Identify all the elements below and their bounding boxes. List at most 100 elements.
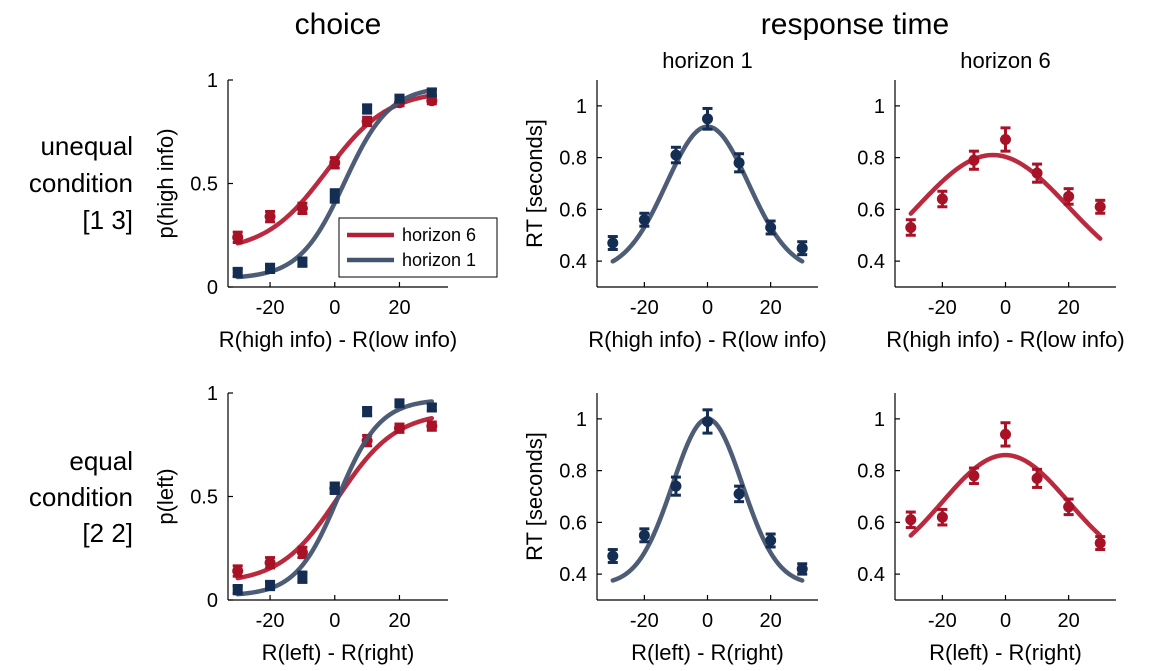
data-point <box>968 154 980 166</box>
data-point <box>265 263 276 274</box>
x-axis-label: R(high info) - R(low info) <box>219 327 457 352</box>
data-point <box>1031 167 1043 179</box>
row-label-line: equal <box>69 446 133 476</box>
data-point <box>936 193 948 205</box>
data-point <box>329 157 341 169</box>
x-tick-label: 0 <box>702 610 713 632</box>
data-point <box>265 580 276 591</box>
x-tick-label: 0 <box>329 297 340 319</box>
x-tick-label: -20 <box>928 297 957 319</box>
chart-panel-rt-equal-h1: 0.4 0.6 0.8 1 -20 0 20 R(left) - R(right) RT [se… <box>522 393 818 665</box>
row-label-line: [1 3] <box>82 205 133 235</box>
data-point <box>638 529 650 541</box>
x-tick-label: 20 <box>760 297 782 319</box>
x-tick-label: 0 <box>702 297 713 319</box>
y-tick-label: 1 <box>874 96 885 118</box>
data-point <box>936 511 948 523</box>
chart-panel-choice-equal: 0 0.5 1 -20 0 20 R(left) - R(right) p(left) <box>153 383 448 665</box>
x-tick-label: 0 <box>329 610 340 632</box>
y-tick-label: 0 <box>207 277 218 299</box>
data-point <box>329 483 340 494</box>
data-point <box>1031 472 1043 484</box>
y-tick-label: 0.6 <box>857 199 885 221</box>
data-point <box>393 422 405 434</box>
data-point <box>362 103 373 114</box>
column-title-response-time: response time <box>761 8 949 41</box>
x-axis-label: R(high info) - R(low info) <box>588 327 826 352</box>
x-tick-label: 20 <box>388 297 410 319</box>
data-point <box>1000 134 1011 146</box>
y-tick-label: 0.8 <box>857 461 885 483</box>
data-point <box>264 211 276 223</box>
data-point <box>329 190 340 201</box>
x-tick-label: 0 <box>1000 610 1011 632</box>
data-point <box>362 406 373 417</box>
y-axis-label: p(left) <box>153 468 178 524</box>
fit-curve <box>610 416 805 583</box>
row-label-line: condition <box>29 482 133 512</box>
x-tick-label: -20 <box>928 610 957 632</box>
legend-label: horizon 1 <box>402 250 476 270</box>
data-point <box>670 149 682 161</box>
panels: 0 0.5 1 -20 0 20 R(high info) - R(low info) p(h… <box>153 48 1125 665</box>
x-tick-label: -20 <box>256 297 285 319</box>
y-tick-label: 0.8 <box>559 148 587 170</box>
x-tick-label: 20 <box>760 610 782 632</box>
fit-curve <box>610 124 805 264</box>
data-point <box>638 214 650 226</box>
y-tick-label: 0.4 <box>857 251 885 273</box>
y-tick-label: 1 <box>207 70 218 92</box>
data-point <box>796 242 808 254</box>
y-tick-label: 1 <box>207 383 218 405</box>
data-point <box>733 488 745 500</box>
y-axis-label: p(high info) <box>153 128 178 238</box>
data-point <box>232 584 243 595</box>
data-point <box>297 572 308 583</box>
row-label-line: unequal <box>40 131 133 161</box>
row-label-line: condition <box>29 168 133 198</box>
y-tick-label: 0.4 <box>559 564 587 586</box>
x-tick-label: 20 <box>1058 297 1080 319</box>
x-tick-label: 20 <box>1058 610 1080 632</box>
y-tick-label: 0 <box>207 590 218 612</box>
y-tick-label: 1 <box>576 96 587 118</box>
y-tick-label: 0.8 <box>559 461 587 483</box>
data-point <box>426 87 437 98</box>
chart-panel-rt-equal-h6: 0.4 0.6 0.8 1 -20 0 20 R(left) - R(right) <box>857 393 1116 665</box>
panel-title: horizon 1 <box>662 48 753 73</box>
chart-panel-rt-unequal-h6: 0.4 0.6 0.8 1 -20 0 20 R(high info) - R(low inf… <box>857 48 1125 352</box>
y-tick-label: 0.4 <box>857 564 885 586</box>
data-point <box>1094 201 1106 213</box>
data-point <box>1063 190 1075 202</box>
data-point <box>426 420 438 432</box>
data-point <box>232 231 244 243</box>
row-label-unequal: unequal condition [1 3] <box>29 131 133 235</box>
data-point <box>670 480 682 492</box>
y-tick-label: 0.8 <box>857 148 885 170</box>
data-point <box>1063 501 1075 513</box>
data-point <box>426 95 438 107</box>
data-point <box>905 514 917 526</box>
data-point <box>264 557 276 569</box>
panel-title: horizon 6 <box>960 48 1051 73</box>
data-point <box>394 93 405 104</box>
y-tick-label: 0.4 <box>559 251 587 273</box>
chart-panel-rt-unequal-h1: 0.4 0.6 0.8 1 -20 0 20 R(high info) - R(low inf… <box>522 48 827 352</box>
data-point <box>702 113 713 125</box>
y-tick-label: 0.6 <box>559 199 587 221</box>
data-point <box>796 563 808 575</box>
x-tick-label: -20 <box>630 297 659 319</box>
data-point <box>905 221 917 233</box>
x-axis-label: R(left) - R(right) <box>631 640 784 665</box>
data-point <box>426 402 437 413</box>
y-tick-label: 0.6 <box>857 512 885 534</box>
data-point <box>702 415 713 427</box>
data-point <box>733 157 745 169</box>
data-point <box>296 546 308 558</box>
fit-curve <box>908 152 1103 241</box>
data-point <box>1094 537 1106 549</box>
row-label-equal: equal condition [2 2] <box>29 446 133 548</box>
x-tick-label: 0 <box>1000 297 1011 319</box>
data-point <box>968 470 980 482</box>
